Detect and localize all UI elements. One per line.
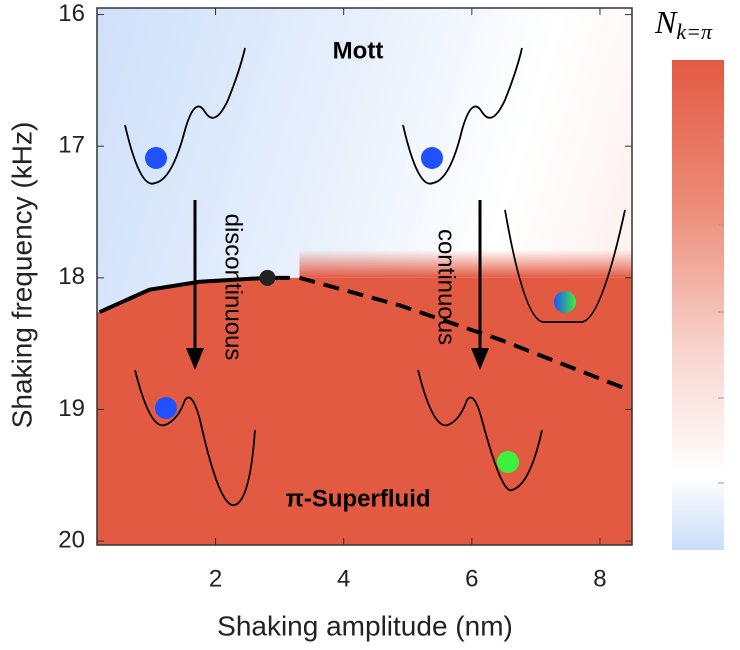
particle [145,147,167,169]
particle [421,147,443,169]
annotation: π-Superfluid [285,485,430,512]
y-tick-label: 17 [58,132,85,159]
colorbar [672,60,724,550]
particle [155,397,177,419]
y-axis-title: Shaking frequency (kHz) [6,122,37,429]
x-tick-label: 8 [593,565,606,592]
transition-fade [299,249,632,278]
potential-well [124,47,246,185]
colorbar-ticks [718,139,724,484]
arrow-head [471,348,489,370]
x-axis-title: Shaking amplitude (nm) [217,610,513,641]
potential-well [504,209,626,323]
critical-point [259,269,276,286]
annotation: Mott [333,37,384,64]
y-tick-label: 20 [58,526,85,553]
x-tick-label: 2 [209,565,222,592]
colorbar-label-main: N [654,4,678,40]
colorbar-label-sub: k=π [676,19,713,44]
potential-well [402,47,523,185]
y-tick-label: 16 [58,0,85,27]
y-tick-label: 19 [58,395,85,422]
annotation: continuous [433,229,460,345]
superfluid-region [97,277,632,545]
potential-well [134,369,256,507]
annotation: discontinuous [220,214,247,361]
particle [554,291,576,313]
y-tick-label: 18 [58,263,85,290]
potential-well [417,369,543,492]
x-tick-label: 4 [337,565,350,592]
phase-boundary [298,275,626,391]
x-tick-label: 6 [465,565,478,592]
plot-frame [96,7,633,546]
plot-area: 2 4 6 8 16 17 18 19 20 Mott π-Superfluid discontinu… [58,0,633,592]
arrow-head [186,348,204,370]
colorbar-label: Nk=π [654,4,713,44]
particle [497,451,519,473]
